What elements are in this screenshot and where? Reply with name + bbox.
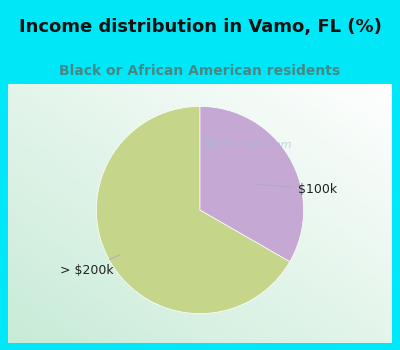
Text: Black or African American residents: Black or African American residents [60,64,340,78]
Text: City-Data.com: City-Data.com [212,140,292,150]
Wedge shape [96,106,290,314]
Text: > $200k: > $200k [60,255,120,276]
Text: Income distribution in Vamo, FL (%): Income distribution in Vamo, FL (%) [18,18,382,36]
Text: $100k: $100k [257,183,338,196]
Wedge shape [200,106,304,261]
